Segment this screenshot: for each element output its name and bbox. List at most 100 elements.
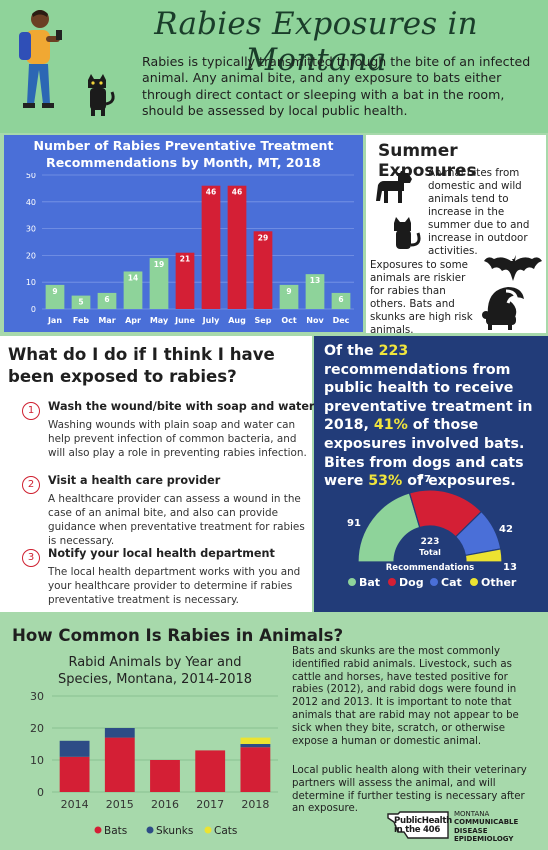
animals-x-tick: 2017 bbox=[196, 798, 224, 811]
animals-text-1: Bats and skunks are the most commonly id… bbox=[292, 646, 519, 747]
monthly-x-tick: Feb bbox=[73, 316, 90, 325]
monthly-y-tick: 30 bbox=[26, 225, 36, 234]
step-2-title: Visit a health care provider bbox=[48, 474, 221, 487]
monthly-data-label: 6 bbox=[338, 295, 343, 304]
animals-bar-segment bbox=[240, 747, 271, 792]
animals-bar-segment bbox=[59, 756, 90, 792]
animals-section: How Common Is Rabies in Animals? Rabid A… bbox=[0, 618, 548, 850]
monthly-y-tick: 50 bbox=[26, 173, 36, 180]
step-1-number: 1 bbox=[22, 402, 40, 420]
gauge-total: 223 bbox=[421, 537, 440, 547]
animals-y-tick: 10 bbox=[30, 754, 44, 767]
gauge-legend-swatch bbox=[430, 578, 438, 586]
animals-x-tick: 2016 bbox=[151, 798, 179, 811]
stats-summary: Of the 223 recommendations from public h… bbox=[324, 343, 533, 490]
animals-legend-label: Cats bbox=[214, 825, 237, 837]
monthly-data-label: 14 bbox=[128, 273, 138, 282]
animals-bar-segment bbox=[240, 744, 271, 748]
animals-bar-segment bbox=[195, 750, 226, 792]
monthly-y-tick: 0 bbox=[31, 305, 36, 314]
monthly-data-label: 19 bbox=[154, 260, 164, 269]
monthly-data-label: 5 bbox=[78, 298, 83, 307]
gauge-slice bbox=[357, 492, 421, 563]
animals-text-2: Local public health along with their vet… bbox=[292, 765, 527, 815]
monthly-x-tick: Apr bbox=[125, 316, 141, 325]
gauge-legend-label: Other bbox=[481, 576, 517, 589]
monthly-bar bbox=[253, 231, 273, 309]
gauge-data-label: 13 bbox=[503, 562, 517, 573]
page-title: Rabies Exposures in Montana bbox=[154, 6, 478, 78]
step-2-body: A healthcare provider can assess a wound… bbox=[48, 493, 305, 547]
summer-exposures-panel: Summer Exposures Animal bites from domes… bbox=[366, 135, 546, 336]
monthly-data-label: 46 bbox=[206, 188, 216, 197]
skunk-icon bbox=[482, 287, 524, 330]
monthly-data-label: 9 bbox=[286, 287, 291, 296]
animals-bar-segment bbox=[59, 740, 90, 757]
gauge-legend-label: Cat bbox=[441, 576, 462, 589]
monthly-x-tick: Mar bbox=[98, 316, 115, 325]
monthly-x-tick: May bbox=[150, 316, 169, 325]
monthly-y-tick: 10 bbox=[26, 278, 36, 287]
logo-line-2: COMMUNICABLE bbox=[454, 818, 519, 827]
step-1-title: Wash the wound/bite with soap and water bbox=[48, 400, 315, 413]
gauge-data-label: 91 bbox=[347, 518, 361, 529]
monthly-bar bbox=[305, 274, 325, 309]
gauge-legend-label: Dog bbox=[399, 576, 424, 589]
monthly-bar bbox=[331, 292, 351, 309]
monthly-x-tick: Dec bbox=[333, 316, 350, 325]
gauge-legend-swatch bbox=[348, 578, 356, 586]
gauge-legend-label: Bat bbox=[359, 576, 380, 589]
monthly-x-tick: July bbox=[202, 316, 220, 325]
animals-x-tick: 2018 bbox=[241, 798, 269, 811]
monthly-bar bbox=[227, 185, 247, 309]
animals-bar-segment bbox=[104, 728, 135, 738]
monthly-bar bbox=[45, 284, 65, 309]
monthly-bar bbox=[71, 295, 91, 309]
step-3-number: 3 bbox=[22, 549, 40, 567]
animals-chart-title-line2: Species, Montana, 2014-2018 bbox=[57, 672, 253, 687]
gauge-data-label: 77 bbox=[417, 474, 431, 485]
animals-bar-segment bbox=[150, 760, 180, 792]
monthly-x-tick: June bbox=[174, 316, 195, 325]
dogcat-percent: 53% bbox=[368, 473, 403, 490]
monthly-bar bbox=[201, 185, 221, 309]
monthly-data-label: 6 bbox=[104, 295, 109, 304]
animals-legend-swatch bbox=[146, 826, 154, 834]
animals-legend-label: Bats bbox=[104, 825, 127, 837]
monthly-bar bbox=[149, 258, 169, 309]
monthly-bar bbox=[97, 292, 117, 309]
monthly-x-tick: Sep bbox=[255, 316, 272, 325]
rabid-animals-chart: 0 10 20 30 2014 2015 2016 2017 2018 Bats Skunks Cat… bbox=[30, 690, 278, 837]
gauge-legend-swatch bbox=[470, 578, 478, 586]
monthly-data-label: 13 bbox=[310, 276, 320, 285]
gauge-data-label: 42 bbox=[499, 524, 513, 535]
monthly-chart-title-line2: Recommendations by Month, MT, 2018 bbox=[46, 155, 321, 170]
total-count: 223 bbox=[378, 343, 409, 359]
animals-bar-segment bbox=[104, 737, 135, 792]
summer-text-1: Animal bites from domestic and wild anim… bbox=[428, 167, 530, 257]
intro-text: Rabies is typically transmitted through … bbox=[142, 54, 531, 119]
cat-icon bbox=[394, 217, 421, 249]
gauge-slice bbox=[464, 548, 503, 563]
monthly-y-tick: 20 bbox=[26, 251, 36, 260]
step-3-title: Notify your local health department bbox=[48, 547, 275, 560]
monthly-x-tick: Oct bbox=[281, 316, 297, 325]
monthly-y-tick: 40 bbox=[26, 198, 36, 207]
monthly-x-tick: Jan bbox=[47, 316, 62, 325]
animals-bar-segment bbox=[240, 737, 271, 744]
monthly-data-label: 21 bbox=[180, 255, 190, 264]
animals-y-tick: 20 bbox=[30, 722, 44, 735]
monthly-bar bbox=[175, 252, 195, 309]
monthly-x-tick: Nov bbox=[306, 316, 324, 325]
step-1-body: Washing wounds with plain soap and water… bbox=[48, 419, 307, 459]
animals-legend-swatch bbox=[94, 826, 102, 834]
monthly-bar-chart: 0 10 20 30 40 50 9 Jan 5 Feb 6 Mar 14 Apr 19 May 21 June 4… bbox=[26, 173, 354, 325]
animals-x-tick: 2015 bbox=[106, 798, 134, 811]
animals-chart-title-line1: Rabid Animals by Year and bbox=[68, 655, 242, 670]
logo-line-3: DISEASE EPIDEMIOLOGY bbox=[454, 826, 514, 844]
dog-icon bbox=[376, 171, 412, 203]
bats-percent: 41% bbox=[373, 417, 408, 434]
monthly-chart-title-line1: Number of Rabies Preventative Treatment bbox=[33, 138, 334, 153]
monthly-data-label: 46 bbox=[232, 188, 242, 197]
